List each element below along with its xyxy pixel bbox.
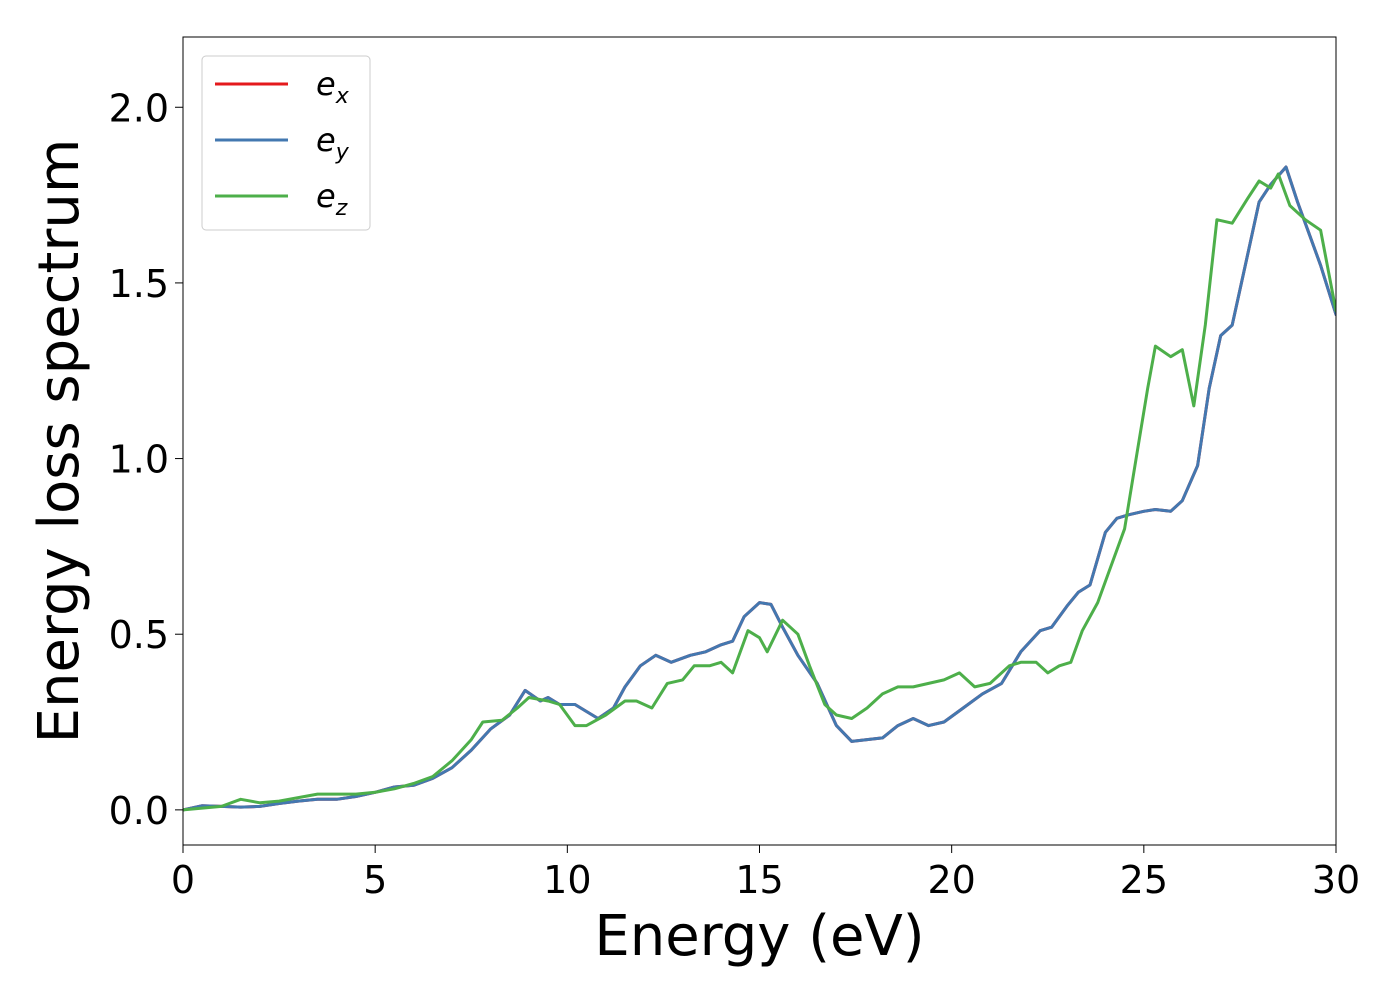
- legend-label-y: ey: [316, 121, 350, 165]
- legend-label-x: ex: [316, 65, 350, 109]
- y-tick-label: 0.0: [109, 789, 169, 833]
- plot-area: [183, 37, 1336, 845]
- y-axis-title: Energy loss spectrum: [27, 139, 92, 744]
- x-tick-label: 20: [927, 858, 975, 902]
- x-tick-label: 5: [363, 858, 387, 902]
- series-layer: [183, 165, 1336, 812]
- y-tick-label: 1.0: [109, 438, 169, 482]
- x-axis: 0 5 10 15 20 25 30: [171, 845, 1360, 902]
- x-tick-label: 15: [735, 858, 783, 902]
- series-line-y: [183, 165, 1336, 812]
- y-tick-label: 1.5: [109, 262, 169, 306]
- x-tick-label: 10: [543, 858, 591, 902]
- series-line-z: [183, 172, 1336, 812]
- x-tick-label: 25: [1120, 858, 1168, 902]
- x-axis-title: Energy (eV): [594, 904, 924, 969]
- y-axis: 0.0 0.5 1.0 1.5 2.0: [109, 86, 183, 833]
- legend-box: [201, 55, 371, 231]
- y-tick-label: 2.0: [109, 86, 169, 130]
- y-tick-label: 0.5: [109, 613, 169, 657]
- x-tick-label: 30: [1312, 858, 1360, 902]
- legend-label-z: ez: [316, 177, 348, 221]
- x-tick-label: 0: [171, 858, 195, 902]
- legend: ex ey ez: [201, 55, 371, 231]
